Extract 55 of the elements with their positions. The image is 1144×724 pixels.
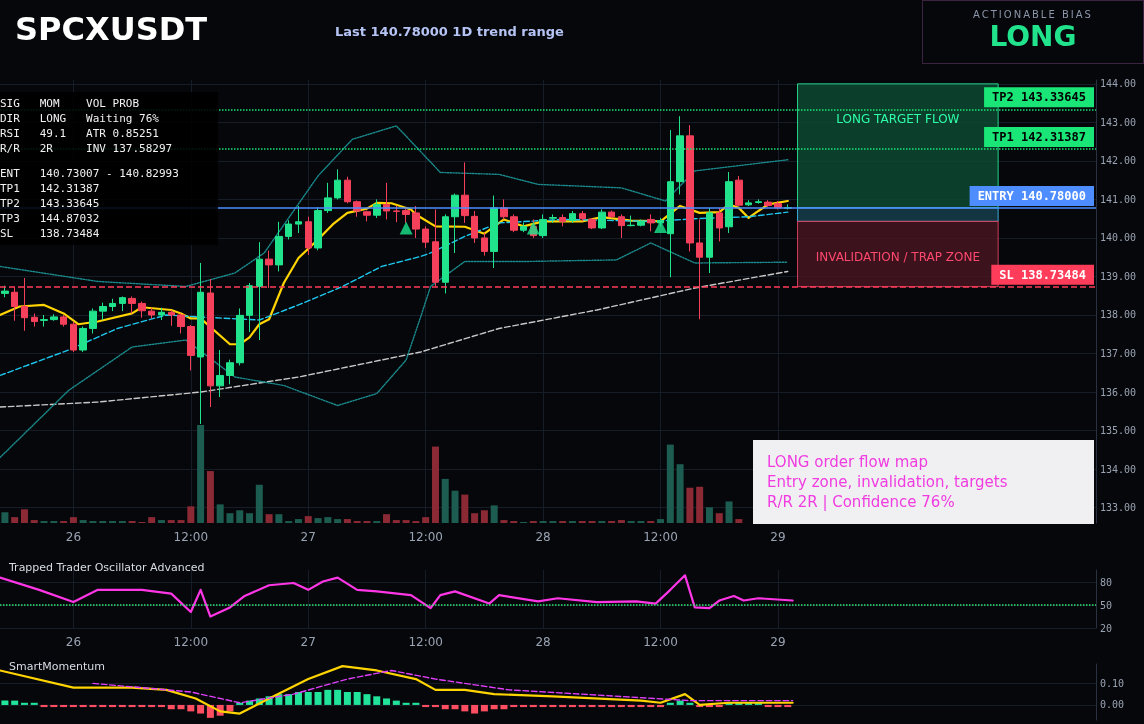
- y-tick-label: 140.00: [1100, 232, 1137, 244]
- x-tick-label: 29: [770, 530, 786, 544]
- y-tick-label: 20: [1100, 622, 1113, 634]
- annotation: LONG order flow map: [767, 452, 929, 472]
- y-tick-label: 50: [1100, 599, 1113, 611]
- ref-line-label: SL 138.73484: [999, 267, 1086, 282]
- annotation: SIG MOM VOL PROB: [0, 96, 141, 111]
- annotation: TP2 143.33645: [0, 196, 101, 211]
- y-tick-label: 136.00: [1100, 386, 1137, 398]
- bias-panel: ACTIONABLE BIAS LONG: [922, 0, 1144, 64]
- x-tick-label: 26: [65, 530, 82, 544]
- y-tick-label: 137.00: [1100, 348, 1137, 359]
- chart-title: Trapped Trader Oscillator Advanced: [8, 561, 205, 574]
- chart-title: SmartMomentum: [9, 660, 105, 673]
- y-tick-label: 144.00: [1100, 78, 1137, 90]
- band-label: INVALIDATION / TRAP ZONE: [815, 249, 980, 264]
- y-tick-label: 80: [1100, 576, 1113, 588]
- x-tick-label: 28: [535, 530, 551, 544]
- annotation: SL 138.73484: [0, 226, 101, 241]
- x-tick-label: 27: [300, 635, 316, 649]
- x-tick-label: 12:00: [173, 635, 209, 649]
- x-tick-label: 12:00: [173, 530, 209, 544]
- annotation: Entry zone, invalidation, targets: [767, 472, 1009, 492]
- x-tick-label: 12:00: [408, 530, 443, 544]
- x-tick-label: 12:00: [643, 530, 678, 544]
- y-tick-label: 141.00: [1100, 193, 1137, 205]
- x-tick-label: 27: [300, 530, 316, 544]
- note-panel: LONG order flow map Entry zone, invalidation, targets R/R 2R | Confidence 76%: [753, 440, 1094, 524]
- ref-line-label: ENTRY 140.78000: [977, 188, 1086, 203]
- y-tick-label: 0.10: [1100, 677, 1125, 689]
- chart-subtitle: Last 140.78000 1D trend range: [335, 24, 564, 39]
- y-tick-label: 0.00: [1100, 699, 1125, 711]
- annotation: ENT 140.73007 - 140.82993: [0, 166, 180, 181]
- ref-line-label: TP1 142.31387: [992, 129, 1086, 144]
- annotation: DIR LONG Waiting 76%: [0, 111, 160, 126]
- y-tick-label: 134.00: [1100, 463, 1137, 475]
- x-tick-label: 26: [65, 635, 82, 649]
- y-tick-label: 142.00: [1100, 155, 1137, 167]
- annotation: R/R 2R | Confidence 76%: [767, 492, 956, 512]
- x-tick-label: 12:00: [643, 635, 678, 649]
- chart-title: SPCXUSDT: [15, 10, 208, 48]
- y-tick-label: 138.00: [1100, 309, 1137, 321]
- y-tick-label: 143.00: [1100, 116, 1137, 128]
- x-tick-label: 12:00: [408, 635, 443, 649]
- ref-line-label: TP2 143.33645: [992, 90, 1086, 105]
- y-tick-label: 135.00: [1100, 425, 1137, 437]
- annotation: TP3 144.87032: [0, 211, 101, 226]
- y-tick-label: 139.00: [1100, 270, 1137, 282]
- band-label: LONG TARGET FLOW: [836, 112, 960, 127]
- y-tick-label: 133.00: [1100, 502, 1137, 514]
- x-tick-label: 29: [770, 635, 786, 649]
- x-tick-label: 28: [535, 635, 551, 649]
- annotation: R/R 2R INV 137.58297: [0, 141, 174, 156]
- annotation: TP1 142.31387: [0, 181, 101, 196]
- annotation: RSI 49.1 ATR 0.85251: [0, 126, 160, 141]
